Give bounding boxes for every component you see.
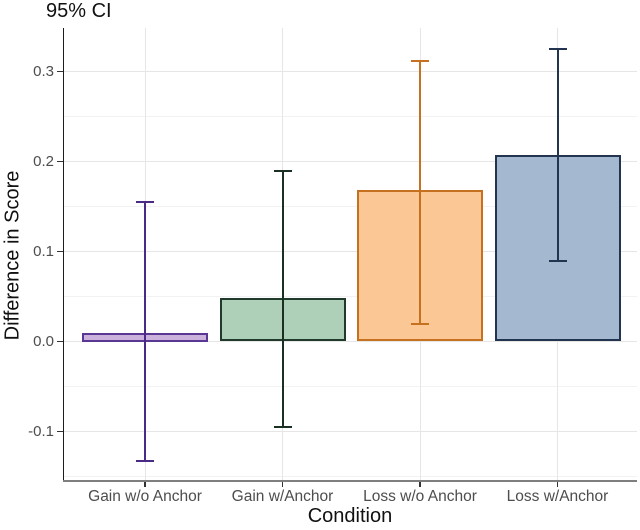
y-tick-label: -0.1	[28, 423, 54, 440]
error-bar-line-loss-w-anchor	[556, 49, 559, 262]
x-tick-label-gain-w-o-anchor: Gain w/o Anchor	[88, 488, 202, 505]
minor-gridline	[63, 476, 637, 477]
error-bar-line-gain-w-anchor	[281, 170, 284, 427]
minor-gridline	[63, 206, 637, 207]
y-axis-line	[62, 28, 64, 482]
y-tick-mark	[56, 250, 63, 253]
y-tick-mark	[56, 70, 63, 73]
x-axis-title: Condition	[307, 505, 393, 527]
minor-gridline	[63, 386, 637, 387]
x-tick-mark-loss-w-o-anchor	[419, 482, 421, 487]
error-bar-cap-top-loss-w-anchor	[548, 48, 567, 50]
major-gridline	[63, 431, 637, 432]
y-tick-mark	[56, 340, 63, 343]
error-bar-cap-top-loss-w-o-anchor	[411, 59, 429, 62]
error-bar-cap-bottom-loss-w-anchor	[548, 260, 567, 263]
x-tick-label-gain-w-anchor: Gain w/Anchor	[231, 488, 334, 505]
error-bar-cap-top-gain-w-o-anchor	[136, 201, 154, 203]
x-tick-mark-gain-w-anchor	[281, 482, 284, 487]
error-bar-line-loss-w-o-anchor	[419, 60, 421, 324]
major-gridline	[63, 251, 637, 252]
x-axis-line	[62, 479, 637, 482]
major-gridline	[63, 161, 637, 162]
minor-gridline	[63, 116, 637, 117]
error-bar-cap-top-gain-w-anchor	[273, 169, 292, 172]
major-gridline	[63, 71, 637, 72]
plot-panel	[63, 28, 637, 481]
error-bar-cap-bottom-loss-w-o-anchor	[411, 322, 429, 325]
y-tick-label: 0.0	[33, 333, 54, 350]
y-tick-mark	[56, 160, 63, 163]
x-tick-mark-loss-w-anchor	[556, 482, 559, 487]
error-bar-line-gain-w-o-anchor	[144, 202, 146, 462]
error-bar-cap-bottom-gain-w-anchor	[273, 426, 292, 428]
x-tick-label-loss-w-anchor: Loss w/Anchor	[506, 488, 609, 505]
major-gridline	[63, 341, 637, 342]
minor-gridline	[63, 296, 637, 297]
y-tick-label: 0.3	[33, 63, 54, 80]
x-tick-label-loss-w-o-anchor: Loss w/o Anchor	[363, 488, 477, 505]
y-tick-label: 0.1	[33, 243, 54, 260]
error-bar-cap-bottom-gain-w-o-anchor	[136, 460, 154, 463]
y-tick-label: 0.2	[33, 153, 54, 170]
chart-title: 95% CI	[46, 0, 112, 22]
y-tick-mark	[56, 430, 63, 433]
x-tick-mark-gain-w-o-anchor	[144, 482, 146, 487]
